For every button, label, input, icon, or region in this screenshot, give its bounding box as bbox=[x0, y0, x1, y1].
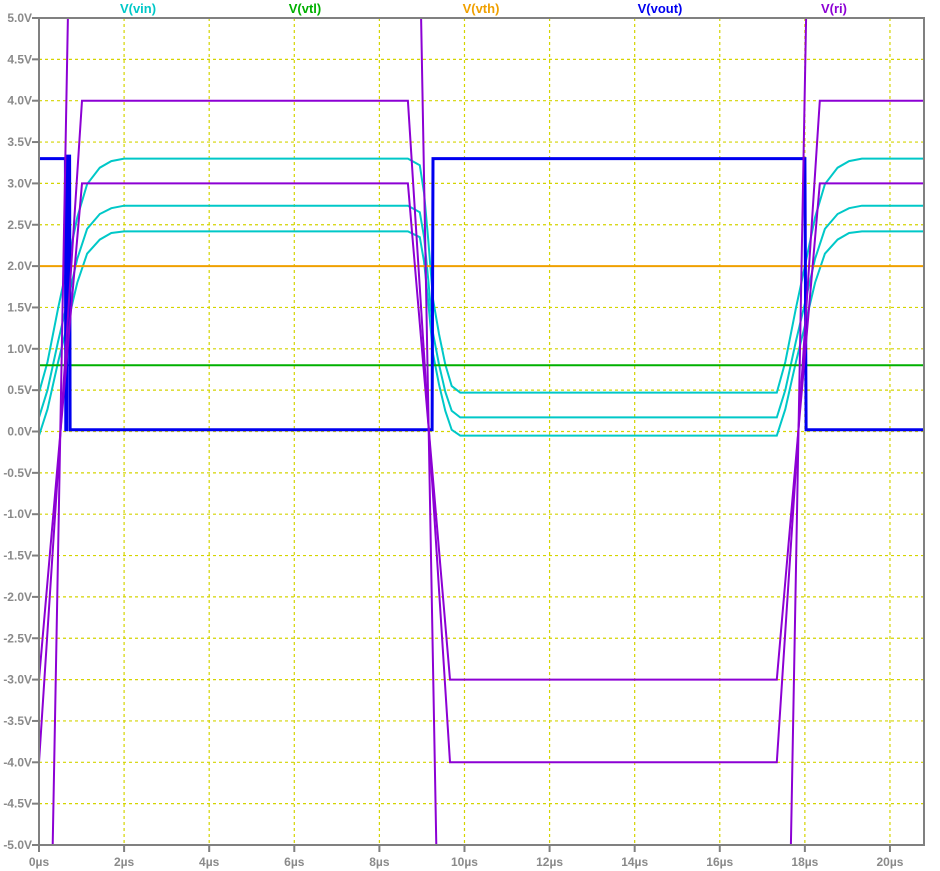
x-tick-label: 18µs bbox=[791, 855, 818, 869]
legend: V(vin) V(vtl) V(vth) V(vout) V(ri) bbox=[120, 1, 847, 16]
y-tick-label: -2.5V bbox=[3, 631, 32, 645]
series-vri-trace-2 bbox=[51, 18, 808, 845]
y-tick-label: -1.0V bbox=[3, 507, 32, 521]
series-vvin-trace-1 bbox=[39, 204, 924, 419]
y-tick-label: 2.5V bbox=[7, 218, 32, 232]
y-tick-label: 0.0V bbox=[7, 425, 32, 439]
y-tick-label: 5.0V bbox=[7, 11, 32, 25]
y-tick-label: -2.0V bbox=[3, 590, 32, 604]
x-axis: 0µs 2µs 4µs 6µs 8µs 10µs 12µs 14µs 16µs 18µs 20µs bbox=[29, 845, 904, 869]
y-tick-label: 3.5V bbox=[7, 135, 32, 149]
y-tick-label: 3.0V bbox=[7, 176, 32, 190]
y-tick-label: -4.0V bbox=[3, 755, 32, 769]
y-tick-label: -0.5V bbox=[3, 466, 32, 480]
legend-vtl[interactable]: V(vtl) bbox=[289, 1, 322, 16]
legend-vth[interactable]: V(vth) bbox=[463, 1, 500, 16]
y-tick-label: 0.5V bbox=[7, 383, 32, 397]
x-tick-label: 20µs bbox=[876, 855, 903, 869]
y-tick-label: -4.5V bbox=[3, 797, 32, 811]
y-tick-label: 4.0V bbox=[7, 94, 32, 108]
y-axis: 5.0V 4.5V 4.0V 3.5V 3.0V 2.5V 2.0V 1.5V 1.0V 0.5V… bbox=[3, 11, 39, 852]
series-vri-trace-1 bbox=[39, 182, 924, 681]
y-tick-label: 1.5V bbox=[7, 300, 32, 314]
x-tick-label: 0µs bbox=[29, 855, 50, 869]
y-tick-label: 2.0V bbox=[7, 259, 32, 273]
y-tick-label: 4.5V bbox=[7, 52, 32, 66]
legend-vout[interactable]: V(vout) bbox=[638, 1, 683, 16]
series-vvin-trace-0 bbox=[39, 157, 924, 394]
series-vvout-trace-0 bbox=[39, 154, 924, 432]
legend-vin[interactable]: V(vin) bbox=[120, 1, 156, 16]
series-vvin-trace-2 bbox=[39, 230, 924, 437]
traces bbox=[39, 18, 924, 845]
y-tick-label: -1.5V bbox=[3, 549, 32, 563]
x-tick-label: 14µs bbox=[621, 855, 648, 869]
x-tick-label: 10µs bbox=[451, 855, 478, 869]
y-tick-label: -3.5V bbox=[3, 714, 32, 728]
y-tick-label: -3.0V bbox=[3, 673, 32, 687]
y-tick-label: -5.0V bbox=[3, 838, 32, 852]
x-tick-label: 4µs bbox=[199, 855, 220, 869]
x-tick-label: 12µs bbox=[536, 855, 563, 869]
series-vri-trace-0 bbox=[39, 99, 924, 764]
x-tick-label: 2µs bbox=[114, 855, 135, 869]
x-tick-label: 8µs bbox=[369, 855, 390, 869]
grid bbox=[39, 18, 924, 845]
y-tick-label: 1.0V bbox=[7, 342, 32, 356]
legend-ri[interactable]: V(ri) bbox=[821, 1, 847, 16]
x-tick-label: 6µs bbox=[284, 855, 305, 869]
x-tick-label: 16µs bbox=[706, 855, 733, 869]
